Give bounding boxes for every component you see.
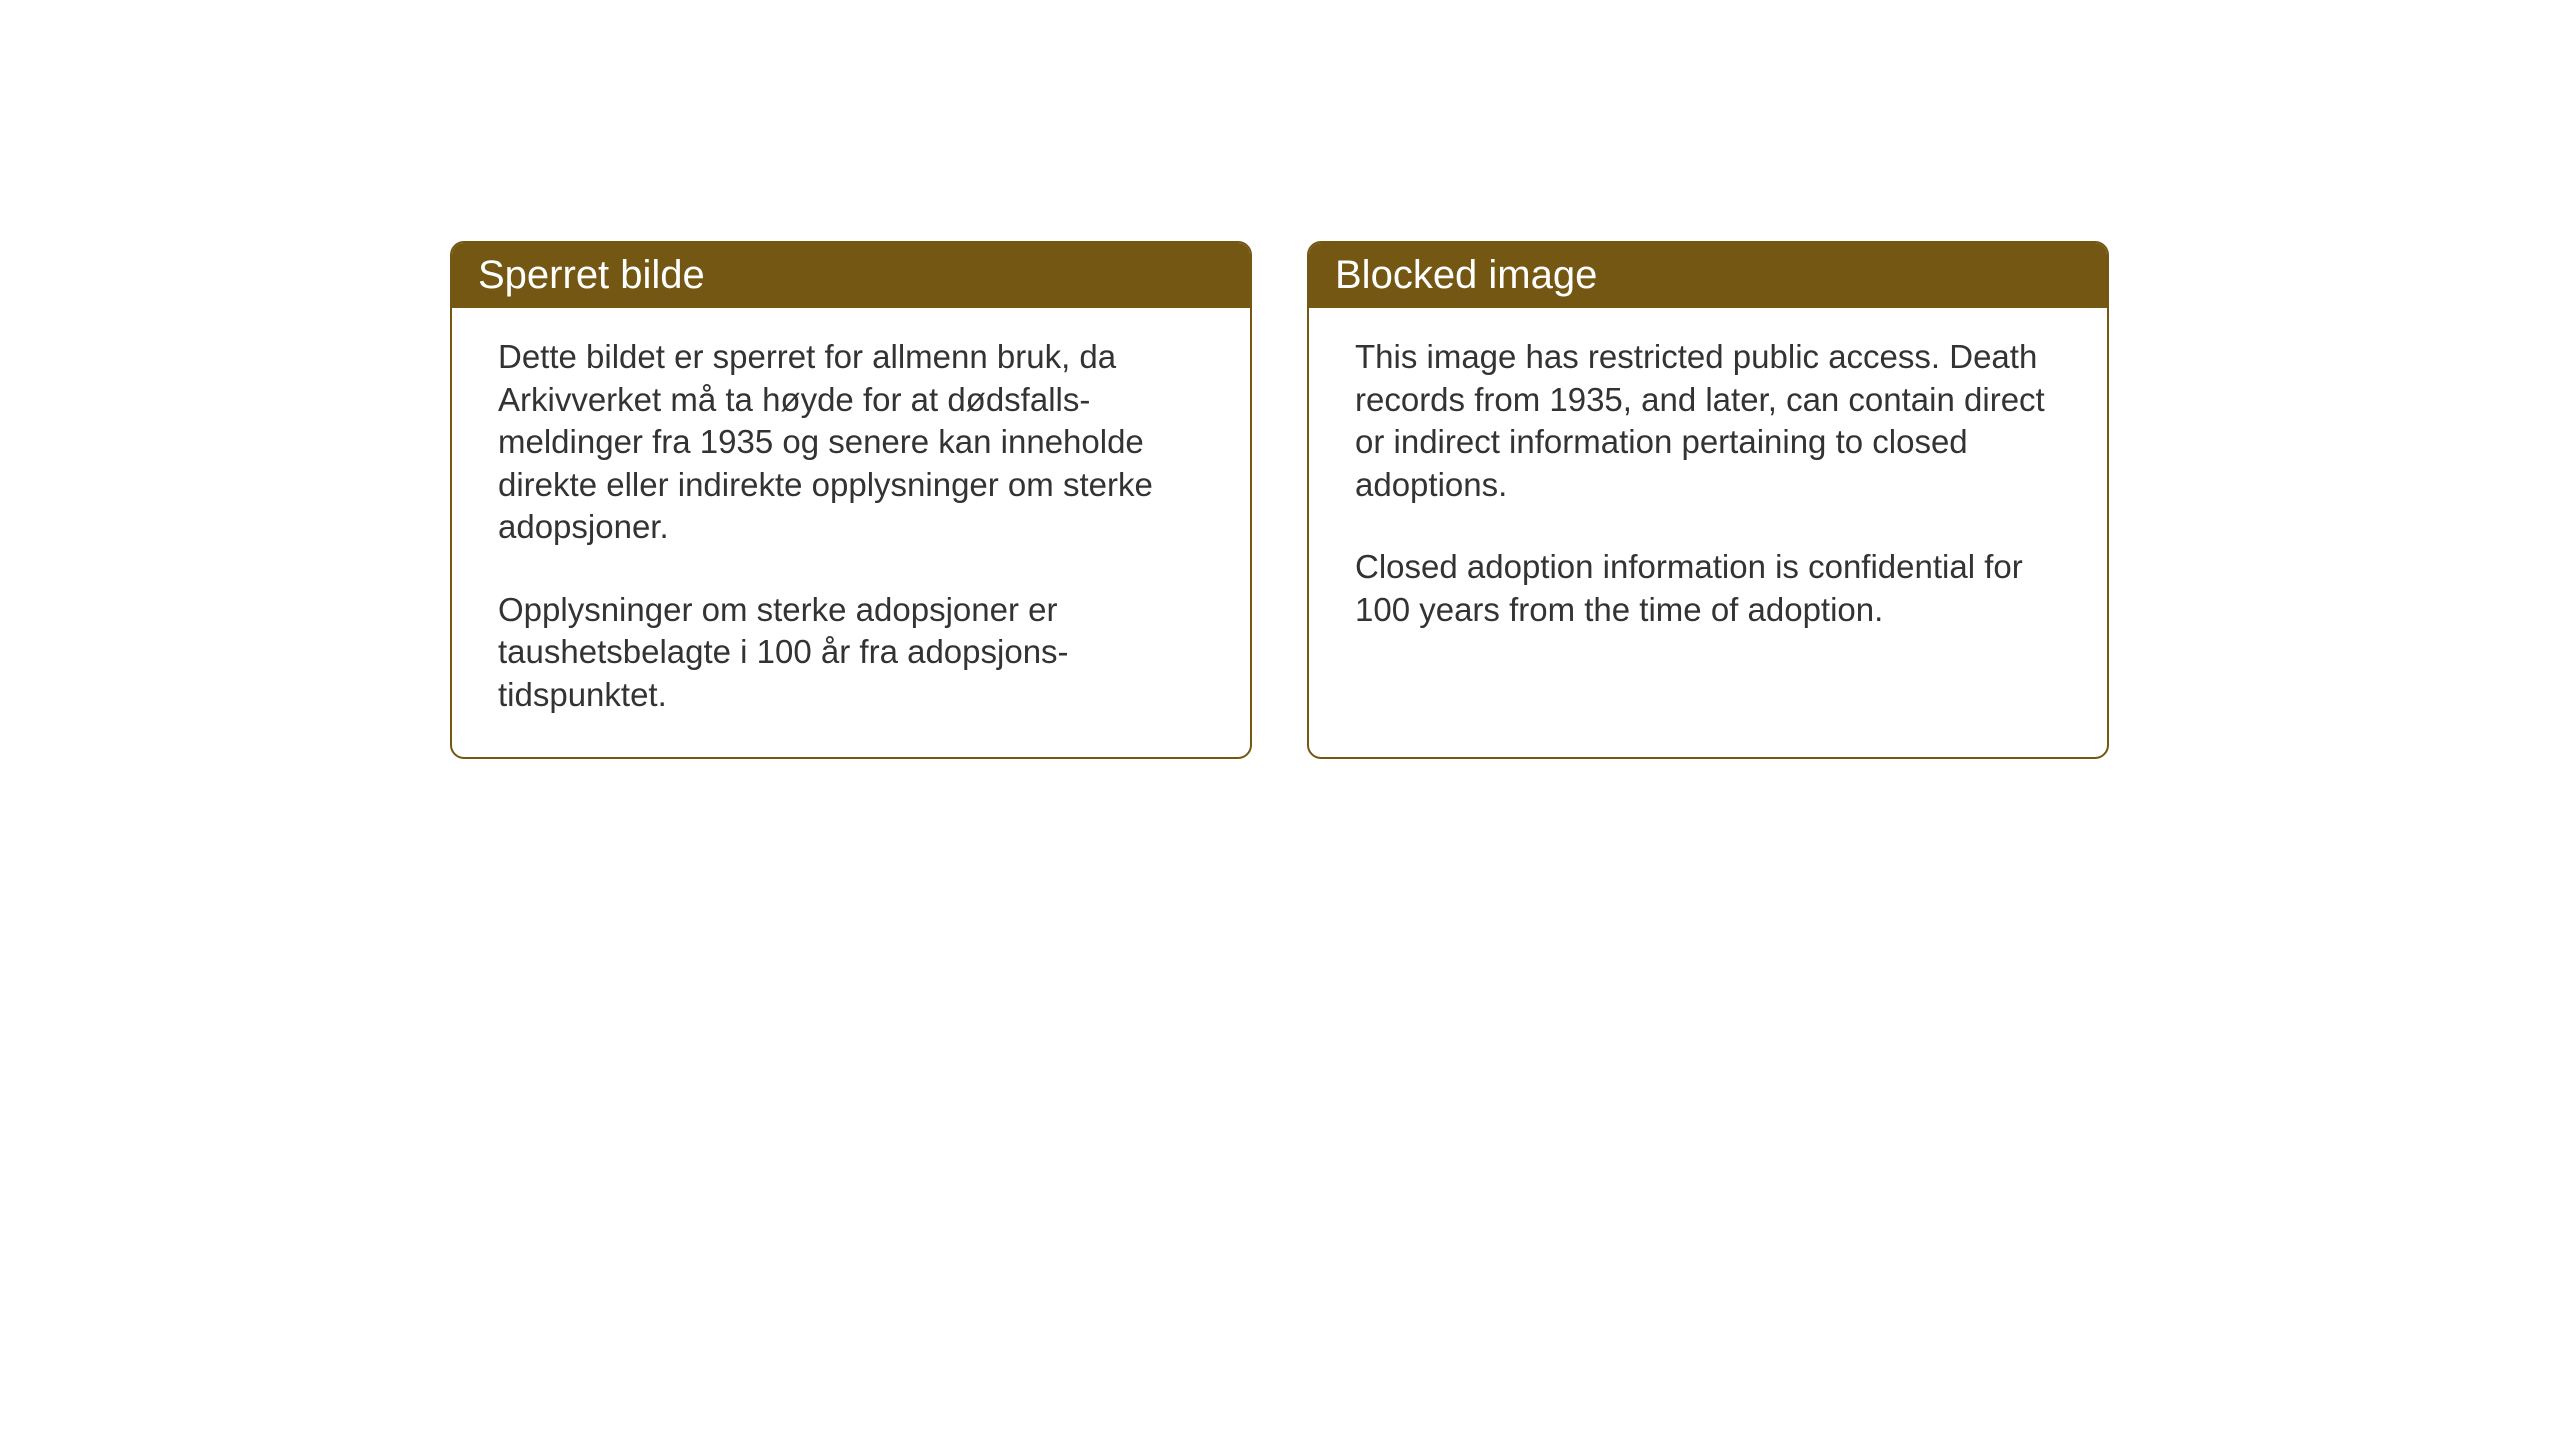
english-card-title: Blocked image <box>1335 253 1597 297</box>
norwegian-paragraph-2: Opplysninger om sterke adopsjoner er tau… <box>498 589 1204 717</box>
norwegian-notice-card: Sperret bilde Dette bildet er sperret fo… <box>450 241 1252 759</box>
english-paragraph-2: Closed adoption information is confident… <box>1355 546 2061 631</box>
norwegian-card-title: Sperret bilde <box>478 253 705 297</box>
english-card-header: Blocked image <box>1309 243 2107 308</box>
english-notice-card: Blocked image This image has restricted … <box>1307 241 2109 759</box>
norwegian-card-header: Sperret bilde <box>452 243 1250 308</box>
norwegian-paragraph-1: Dette bildet er sperret for allmenn bruk… <box>498 336 1204 549</box>
notice-container: Sperret bilde Dette bildet er sperret fo… <box>450 241 2109 759</box>
english-card-body: This image has restricted public access.… <box>1309 308 2107 671</box>
norwegian-card-body: Dette bildet er sperret for allmenn bruk… <box>452 308 1250 757</box>
english-paragraph-1: This image has restricted public access.… <box>1355 336 2061 506</box>
